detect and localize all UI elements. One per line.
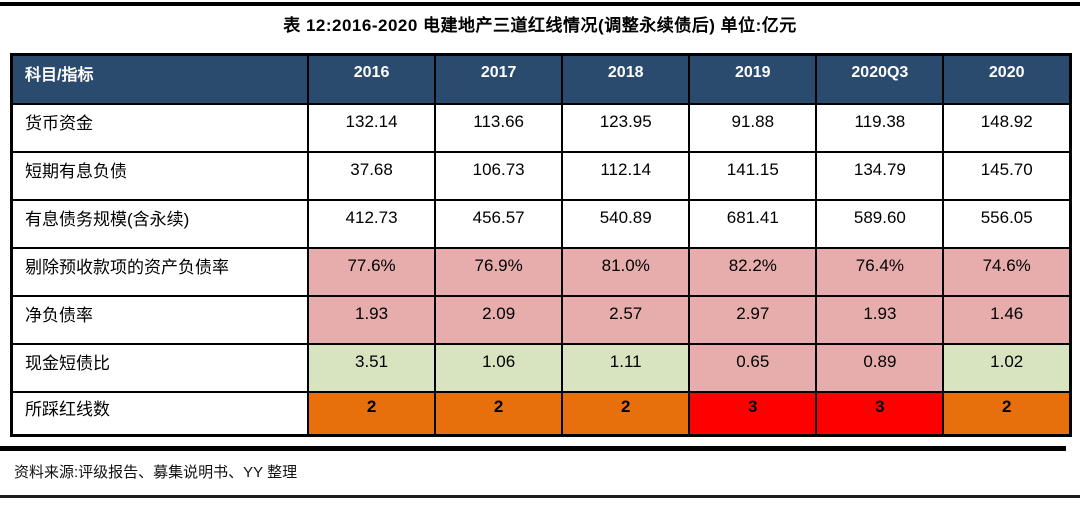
row-label: 所踩红线数	[10, 390, 310, 437]
value-cell: 2.09	[434, 294, 564, 345]
value-cell: 141.15	[688, 150, 818, 201]
value-cell: 3	[815, 390, 945, 437]
table-title: 表 12:2016-2020 电建地产三道红线情况(调整永续债后) 单位:亿元	[283, 16, 797, 35]
column-header-label: 科目/指标	[10, 53, 310, 105]
table-row: 短期有息负债 37.68 106.73 112.14 141.15 134.79 145.7…	[10, 150, 1072, 201]
value-cell: 112.14	[561, 150, 691, 201]
value-cell: 81.0%	[561, 246, 691, 297]
column-header-year: 2019	[688, 53, 818, 105]
value-cell: 540.89	[561, 198, 691, 249]
value-cell: 76.9%	[434, 246, 564, 297]
row-label: 现金短债比	[10, 342, 310, 393]
value-cell: 2	[434, 390, 564, 437]
table-row: 货币资金 132.14 113.66 123.95 91.88 119.38 148.92	[10, 102, 1072, 153]
value-cell: 2.97	[688, 294, 818, 345]
value-cell: 3.51	[307, 342, 437, 393]
value-cell: 1.11	[561, 342, 691, 393]
table-body: 货币资金 132.14 113.66 123.95 91.88 119.38 148.92 短…	[10, 102, 1072, 437]
value-cell: 1.06	[434, 342, 564, 393]
value-cell: 91.88	[688, 102, 818, 153]
value-cell: 148.92	[942, 102, 1072, 153]
value-cell: 1.93	[815, 294, 945, 345]
row-label: 货币资金	[10, 102, 310, 153]
value-cell: 1.02	[942, 342, 1072, 393]
table-row: 现金短债比 3.51 1.06 1.11 0.65 0.89 1.02	[10, 342, 1072, 393]
value-cell: 2.57	[561, 294, 691, 345]
value-cell: 589.60	[815, 198, 945, 249]
value-cell: 77.6%	[307, 246, 437, 297]
table-row: 净负债率 1.93 2.09 2.57 2.97 1.93 1.46	[10, 294, 1072, 345]
column-header-year: 2020	[942, 53, 1072, 105]
value-cell: 412.73	[307, 198, 437, 249]
row-label: 净负债率	[10, 294, 310, 345]
value-cell: 556.05	[942, 198, 1072, 249]
row-label: 有息债务规模(含永续)	[10, 198, 310, 249]
column-header-year: 2018	[561, 53, 691, 105]
value-cell: 145.70	[942, 150, 1072, 201]
value-cell: 1.46	[942, 294, 1072, 345]
value-cell: 1.93	[307, 294, 437, 345]
value-cell: 3	[688, 390, 818, 437]
value-cell: 0.89	[815, 342, 945, 393]
value-cell: 456.57	[434, 198, 564, 249]
value-cell: 37.68	[307, 150, 437, 201]
column-header-year: 2017	[434, 53, 564, 105]
value-cell: 2	[307, 390, 437, 437]
table-row: 有息债务规模(含永续) 412.73 456.57 540.89 681.41 589.6…	[10, 198, 1072, 249]
table-bottom-rule	[0, 446, 1066, 451]
page-bottom-rule	[0, 495, 1080, 498]
table-container: 科目/指标 2016 2017 2018 2019 2020Q3 2020 货币资金 132.…	[10, 53, 1072, 437]
value-cell: 74.6%	[942, 246, 1072, 297]
source-note: 资料来源:评级报告、募集说明书、YY 整理	[14, 464, 298, 481]
table-row: 剔除预收款项的资产负债率 77.6% 76.9% 81.0% 82.2% 76.4% 74.…	[10, 246, 1072, 297]
value-cell: 106.73	[434, 150, 564, 201]
table-header-row: 科目/指标 2016 2017 2018 2019 2020Q3 2020	[10, 53, 1072, 105]
column-header-year: 2020Q3	[815, 53, 945, 105]
value-cell: 119.38	[815, 102, 945, 153]
value-cell: 132.14	[307, 102, 437, 153]
value-cell: 82.2%	[688, 246, 818, 297]
value-cell: 0.65	[688, 342, 818, 393]
top-divider-rule	[0, 2, 1080, 6]
column-header-year: 2016	[307, 53, 437, 105]
value-cell: 2	[942, 390, 1072, 437]
row-label: 剔除预收款项的资产负债率	[10, 246, 310, 297]
value-cell: 76.4%	[815, 246, 945, 297]
table-row: 所踩红线数 2 2 2 3 3 2	[10, 390, 1072, 437]
three-red-lines-table: 科目/指标 2016 2017 2018 2019 2020Q3 2020 货币资金 132.…	[10, 53, 1072, 437]
value-cell: 134.79	[815, 150, 945, 201]
value-cell: 123.95	[561, 102, 691, 153]
row-label: 短期有息负债	[10, 150, 310, 201]
value-cell: 681.41	[688, 198, 818, 249]
value-cell: 113.66	[434, 102, 564, 153]
value-cell: 2	[561, 390, 691, 437]
